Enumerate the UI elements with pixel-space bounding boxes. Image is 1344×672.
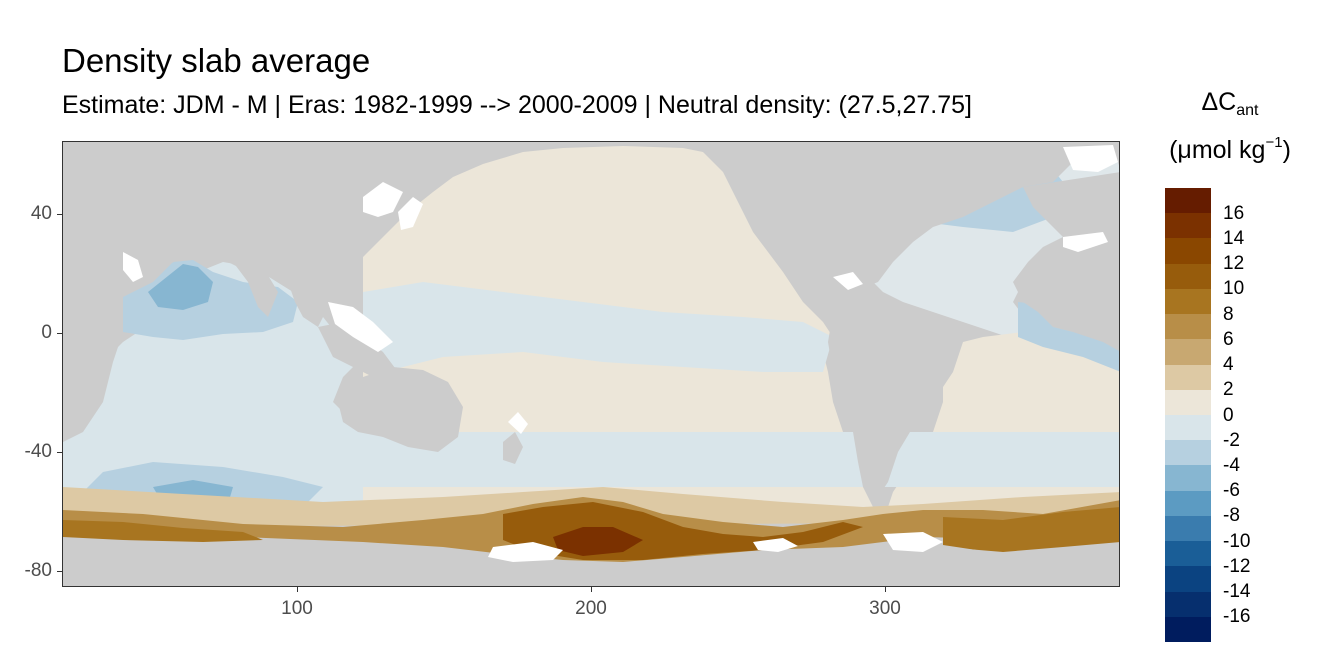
weddell-sea-margin	[943, 507, 1119, 552]
nodata-east-asia	[363, 182, 403, 217]
maritime-continent	[318, 322, 398, 377]
nodata-japan	[398, 197, 423, 230]
legend-swatch	[1165, 591, 1211, 618]
legend-swatch	[1165, 314, 1211, 340]
legend-label: 4	[1223, 354, 1234, 376]
legend-swatch	[1165, 541, 1211, 567]
x-tick-mark-100	[297, 587, 298, 592]
y-tick-label: 40	[30, 203, 52, 224]
legend-title: ΔCant (μmol kg−1)	[1160, 88, 1300, 165]
legend-label: -4	[1223, 454, 1240, 476]
y-tick-mark-neg40	[57, 452, 62, 453]
legend-swatch	[1165, 238, 1211, 265]
legend-label: 0	[1223, 404, 1234, 426]
legend-swatch	[1165, 364, 1211, 391]
legend-unit: (μmol kg−1)	[1169, 134, 1291, 164]
legend-label: 10	[1223, 278, 1245, 300]
legend-label: -8	[1223, 505, 1240, 527]
nodata-gulf	[833, 272, 863, 290]
legend-label: -16	[1223, 606, 1251, 628]
legend-swatch	[1165, 263, 1211, 290]
asia-landmass	[63, 142, 383, 292]
legend-swatch	[1165, 389, 1211, 416]
ross-sea-core	[553, 527, 643, 556]
chart-title: Density slab average	[62, 42, 371, 79]
x-tick-label: 300	[869, 598, 901, 619]
y-tick-label: -80	[24, 560, 52, 581]
y-tick-label: 0	[41, 322, 52, 343]
y-tick-mark-40	[57, 214, 62, 215]
legend-title-symbol: ΔCant	[1201, 88, 1259, 119]
legend-label: -2	[1223, 429, 1240, 451]
no-data-cells	[123, 145, 1118, 562]
greenland	[883, 142, 968, 172]
gulf-of-guinea	[1018, 302, 1119, 372]
legend-swatch	[1165, 465, 1211, 492]
legend-label: -10	[1223, 530, 1251, 552]
north-america	[683, 142, 1073, 292]
nodata-red-sea	[123, 252, 143, 282]
legend-label: -14	[1223, 581, 1251, 603]
southern-ocean-upper	[63, 432, 1119, 487]
legend-swatch	[1165, 415, 1211, 441]
legend-swatch	[1165, 566, 1211, 593]
new-zealand	[503, 432, 523, 464]
legend-swatch	[1165, 440, 1211, 466]
legend-label: 14	[1223, 227, 1245, 249]
nodata-indonesia	[328, 302, 393, 352]
map-panel	[62, 141, 1120, 587]
legend-label: 8	[1223, 303, 1234, 325]
equatorial-pacific-band	[363, 282, 833, 372]
europe-africa	[1013, 172, 1119, 351]
legend-label: -12	[1223, 555, 1251, 577]
legend-label: 2	[1223, 379, 1234, 401]
legend-label: 6	[1223, 328, 1234, 350]
indian-sector-margin	[63, 520, 263, 542]
x-tick-mark-300	[885, 587, 886, 592]
legend-swatch	[1165, 515, 1211, 542]
nodata-mediterranean	[1063, 232, 1108, 252]
legend-swatch	[1165, 490, 1211, 517]
nodata-tasman	[508, 412, 528, 434]
australia	[338, 367, 463, 452]
nodata-ross-ice	[488, 542, 563, 562]
legend-swatch	[1165, 213, 1211, 239]
x-tick-mark-200	[591, 587, 592, 592]
nodata-arctic-atlantic	[1063, 145, 1118, 172]
y-tick-mark-0	[57, 333, 62, 334]
legend-label: -6	[1223, 480, 1240, 502]
arabian-sea-core	[148, 264, 213, 310]
x-tick-label: 200	[575, 598, 607, 619]
nodata-southeast-pacific	[753, 538, 798, 552]
color-legend-bar	[1165, 188, 1211, 643]
legend-swatch	[1165, 188, 1211, 214]
legend-swatch	[1165, 339, 1211, 366]
land-masses	[63, 142, 1119, 586]
legend-swatch	[1165, 288, 1211, 315]
legend-label: 12	[1223, 253, 1245, 275]
india-peninsula	[233, 262, 278, 317]
x-tick-label: 100	[281, 598, 313, 619]
indochina	[288, 277, 328, 327]
y-tick-label: -40	[24, 441, 52, 462]
legend-swatch	[1165, 616, 1211, 643]
map-canvas	[63, 142, 1119, 586]
chart-subtitle: Estimate: JDM - M | Eras: 1982-1999 --> …	[62, 91, 972, 119]
nodata-weddell-ice	[883, 532, 943, 552]
antarctica	[63, 542, 1119, 586]
africa-east	[63, 277, 123, 442]
south-america	[828, 302, 963, 497]
y-tick-mark-neg80	[57, 571, 62, 572]
legend-label: 16	[1223, 202, 1245, 224]
